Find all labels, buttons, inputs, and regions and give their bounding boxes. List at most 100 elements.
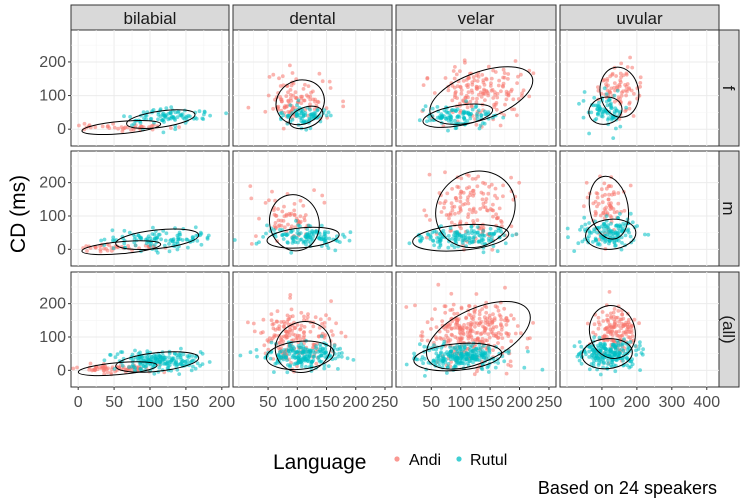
x-tick-label: 50	[259, 394, 277, 411]
point-andi	[501, 183, 505, 188]
point-rutul	[299, 237, 304, 242]
point-andi	[478, 207, 483, 211]
point-andi	[308, 329, 313, 334]
point-andi	[438, 201, 442, 205]
point-andi	[286, 317, 291, 322]
point-rutul	[198, 230, 203, 235]
point-andi	[87, 367, 91, 372]
point-andi	[504, 371, 509, 376]
point-andi	[474, 331, 479, 335]
point-rutul	[616, 226, 621, 231]
point-andi	[487, 316, 492, 320]
point-andi	[282, 204, 286, 209]
point-rutul	[492, 231, 496, 236]
point-andi	[467, 304, 471, 308]
point-andi	[476, 74, 481, 79]
point-andi	[322, 200, 327, 205]
point-rutul	[453, 356, 457, 361]
point-rutul	[590, 355, 595, 360]
point-rutul	[475, 225, 480, 229]
point-rutul	[486, 354, 490, 358]
point-andi	[483, 181, 487, 186]
point-rutul	[418, 342, 422, 347]
point-andi	[339, 330, 344, 335]
point-andi	[486, 64, 491, 69]
point-rutul	[438, 242, 443, 246]
x-tick-label: 150	[313, 394, 340, 411]
point-andi	[443, 170, 447, 175]
point-andi	[459, 189, 463, 194]
point-andi	[341, 99, 345, 104]
point-andi	[93, 368, 97, 373]
point-andi	[284, 213, 289, 218]
point-andi	[302, 98, 306, 103]
point-andi	[627, 106, 632, 111]
point-andi	[477, 309, 482, 314]
point-andi	[267, 75, 272, 79]
point-rutul	[456, 237, 461, 242]
point-rutul	[149, 116, 154, 121]
point-andi	[461, 326, 466, 330]
point-andi	[459, 176, 464, 181]
point-rutul	[453, 235, 458, 240]
point-andi	[251, 321, 256, 326]
point-andi	[474, 292, 479, 296]
point-andi	[491, 214, 495, 219]
point-andi	[603, 192, 607, 197]
point-rutul	[470, 107, 475, 112]
point-andi	[491, 348, 495, 352]
point-rutul	[186, 245, 190, 250]
point-andi	[299, 94, 303, 99]
point-andi	[632, 317, 637, 322]
point-rutul	[476, 108, 481, 113]
point-andi	[454, 72, 459, 77]
point-rutul	[170, 115, 175, 119]
point-rutul	[175, 355, 180, 360]
point-rutul	[430, 230, 435, 235]
point-andi	[453, 95, 457, 100]
point-rutul	[421, 361, 425, 366]
point-andi	[466, 336, 471, 341]
point-rutul	[602, 86, 607, 91]
point-andi	[446, 88, 451, 93]
point-andi	[444, 333, 449, 338]
point-andi	[443, 76, 448, 80]
point-andi	[466, 201, 471, 206]
point-rutul	[261, 235, 265, 239]
point-andi	[630, 65, 635, 70]
point-andi	[466, 212, 471, 217]
point-rutul	[634, 353, 639, 357]
point-andi	[630, 334, 635, 338]
point-rutul	[407, 241, 412, 246]
point-andi	[616, 323, 621, 328]
point-rutul	[627, 346, 631, 351]
point-andi	[503, 102, 507, 107]
point-andi	[290, 71, 295, 75]
point-rutul	[294, 219, 298, 223]
point-rutul	[463, 345, 467, 349]
point-rutul	[141, 110, 146, 115]
point-rutul	[173, 127, 178, 132]
point-andi	[318, 317, 323, 322]
point-andi	[472, 372, 477, 377]
point-andi	[271, 106, 275, 111]
point-andi	[599, 187, 604, 192]
point-andi	[500, 336, 505, 340]
point-andi	[279, 218, 284, 223]
point-andi	[274, 333, 278, 338]
point-andi	[77, 123, 81, 128]
point-rutul	[465, 229, 470, 234]
point-andi	[477, 316, 482, 321]
point-rutul	[630, 220, 635, 225]
point-andi	[615, 315, 620, 320]
point-andi	[248, 184, 253, 189]
point-andi	[631, 114, 636, 118]
point-andi	[504, 331, 509, 335]
point-rutul	[132, 240, 137, 245]
point-rutul	[465, 119, 470, 123]
point-andi	[502, 71, 507, 75]
point-rutul	[592, 95, 597, 100]
point-andi	[458, 207, 463, 212]
point-andi	[466, 95, 470, 100]
point-rutul	[627, 365, 632, 370]
